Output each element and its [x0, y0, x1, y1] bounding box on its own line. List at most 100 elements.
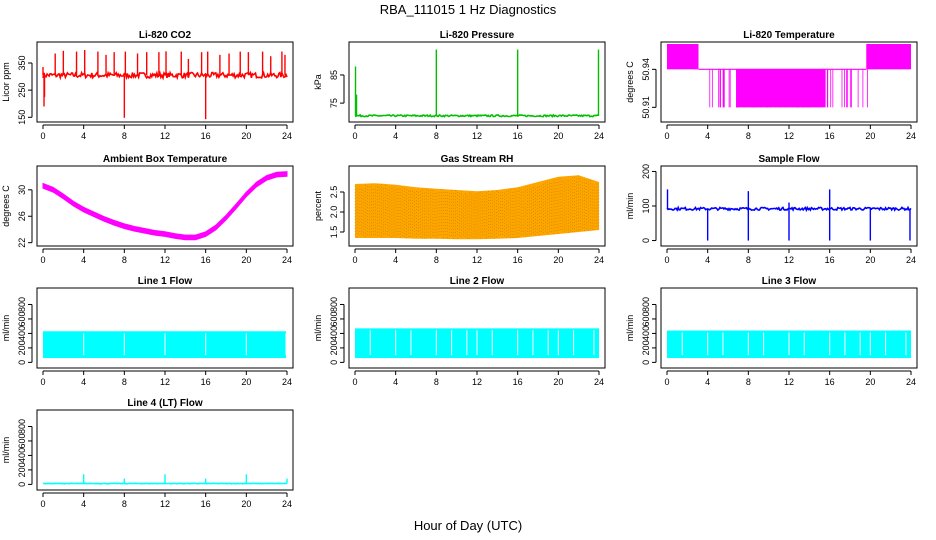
x-tick-label: 16 — [201, 131, 211, 141]
y-tick-label: 400 — [17, 448, 27, 463]
panel-ylabel: degrees C — [625, 61, 635, 103]
x-tick-label: 16 — [201, 255, 211, 265]
x-tick-label: 16 — [201, 499, 211, 509]
x-tick-label: 8 — [434, 255, 439, 265]
series-line — [354, 113, 599, 118]
plot-frame — [660, 287, 918, 369]
y-tick-label: 600 — [329, 311, 339, 326]
series-area — [43, 331, 286, 359]
x-tick-label: 24 — [282, 131, 292, 141]
x-tick-label: 24 — [906, 255, 916, 265]
y-tick-label: 2.0 — [329, 206, 339, 219]
panel-ylabel: ml/min — [625, 315, 635, 342]
y-tick-label: 800 — [641, 297, 651, 312]
x-tick-label: 4 — [81, 131, 86, 141]
x-tick-label: 12 — [784, 131, 794, 141]
y-tick-label: 200 — [329, 340, 339, 355]
panel-title: Gas Stream RH — [441, 154, 514, 165]
x-tick-label: 20 — [553, 377, 563, 387]
y-tick-label: 600 — [17, 311, 27, 326]
x-tick-label: 0 — [664, 131, 669, 141]
y-tick-label: 150 — [17, 110, 27, 125]
y-tick-label: 800 — [17, 297, 27, 312]
x-tick-label: 0 — [664, 377, 669, 387]
x-tick-label: 8 — [122, 499, 127, 509]
y-tick-label: 50.91 — [641, 96, 651, 119]
x-tick-label: 20 — [241, 131, 251, 141]
x-tick-label: 24 — [906, 377, 916, 387]
x-tick-label: 24 — [906, 131, 916, 141]
panel-ylabel: ml/min — [1, 315, 11, 342]
x-tick-label: 12 — [160, 255, 170, 265]
x-tick-label: 20 — [553, 131, 563, 141]
y-tick-label: 1.5 — [329, 226, 339, 239]
x-tick-label: 8 — [122, 377, 127, 387]
low-block — [736, 69, 826, 108]
panel-3: Ambient Box Temperature degrees C 0 4 8 12 16 2… — [1, 154, 294, 265]
figure-xlabel: Hour of Day (UTC) — [414, 518, 522, 533]
plot-frame — [660, 41, 918, 123]
y-tick-label: 350 — [17, 55, 27, 70]
x-tick-label: 12 — [784, 377, 794, 387]
x-tick-label: 0 — [352, 255, 357, 265]
y-tick-label: 30 — [17, 185, 27, 195]
panel-ylabel: ml/min — [1, 437, 11, 464]
y-tick-label: 800 — [329, 297, 339, 312]
y-tick-label: 2.5 — [329, 186, 339, 199]
panel-ylabel: Licor ppm — [1, 62, 11, 102]
y-tick-label: 800 — [17, 419, 27, 434]
plot-frame — [36, 41, 294, 123]
x-tick-label: 4 — [81, 499, 86, 509]
series-line — [42, 70, 288, 81]
y-tick-label: 400 — [17, 326, 27, 341]
y-tick-label: 400 — [641, 326, 651, 341]
y-tick-label: 600 — [641, 311, 651, 326]
x-tick-label: 16 — [825, 255, 835, 265]
panel-ylabel: kPa — [313, 74, 323, 90]
panel-9: Line 4 (LT) Flow ml/min 0 4 8 12 16 20 24 0 200400… — [1, 398, 294, 509]
y-tick-label: 50.94 — [641, 58, 651, 81]
x-tick-label: 12 — [472, 377, 482, 387]
x-tick-label: 8 — [746, 255, 751, 265]
panel-title: Li-820 Temperature — [743, 30, 835, 41]
x-tick-label: 24 — [282, 377, 292, 387]
y-tick-label: 0 — [641, 238, 651, 243]
y-tick-label: 0 — [641, 360, 651, 365]
x-tick-label: 16 — [513, 255, 523, 265]
x-tick-label: 16 — [201, 377, 211, 387]
panel-title: Line 1 Flow — [138, 276, 193, 287]
y-tick-label: 200 — [641, 340, 651, 355]
y-tick-label: 200 — [17, 340, 27, 355]
panel-7: Line 2 Flow ml/min 0 4 8 12 16 20 24 0 20040060080… — [313, 276, 606, 387]
x-tick-label: 16 — [825, 377, 835, 387]
y-tick-label: 250 — [17, 83, 27, 98]
panel-ylabel: ml/min — [313, 315, 323, 342]
panel-title: Li-820 Pressure — [440, 30, 515, 41]
x-tick-label: 24 — [282, 255, 292, 265]
high-block-0 — [667, 44, 699, 70]
x-tick-label: 8 — [434, 377, 439, 387]
x-tick-label: 20 — [865, 377, 875, 387]
y-tick-label: 0 — [17, 482, 27, 487]
y-tick-label: 26 — [17, 211, 27, 221]
plot-frame — [348, 287, 606, 369]
x-tick-label: 0 — [664, 255, 669, 265]
x-tick-label: 8 — [122, 131, 127, 141]
y-tick-label: 75 — [329, 98, 339, 108]
x-tick-label: 8 — [746, 377, 751, 387]
y-tick-label: 0 — [329, 360, 339, 365]
panel-1: Li-820 Pressure kPa 0 4 8 12 16 20 24 75 85 — [313, 30, 606, 141]
panel-5: Sample Flow ml/min 0 4 8 12 16 20 24 0 100 200 — [625, 154, 918, 265]
x-tick-label: 20 — [865, 131, 875, 141]
panel-ylabel: ml/min — [625, 193, 635, 220]
x-tick-label: 20 — [241, 255, 251, 265]
x-tick-label: 0 — [40, 377, 45, 387]
y-tick-label: 22 — [17, 238, 27, 248]
panel-ylabel: percent — [313, 190, 323, 221]
x-tick-label: 24 — [282, 499, 292, 509]
panel-8: Line 3 Flow ml/min 0 4 8 12 16 20 24 0 20040060080… — [625, 276, 918, 387]
panel-title: Line 3 Flow — [762, 276, 817, 287]
x-tick-label: 12 — [784, 255, 794, 265]
x-tick-label: 20 — [865, 255, 875, 265]
